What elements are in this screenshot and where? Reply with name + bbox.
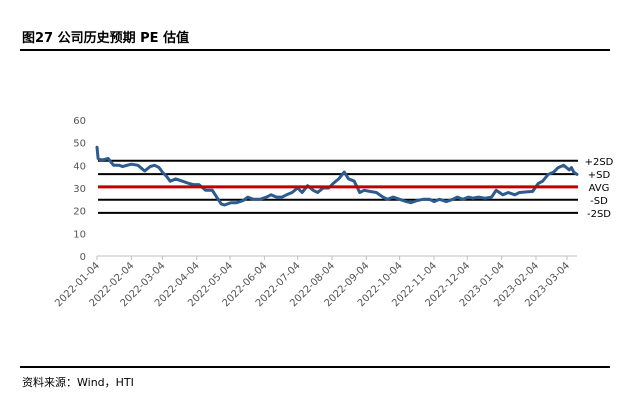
y-tick-label: 10	[73, 229, 86, 240]
source-rule	[20, 366, 610, 368]
reference-label: +SD	[588, 170, 611, 181]
y-tick-label: 0	[80, 252, 86, 263]
source-note: 资料来源：Wind，HTI	[22, 376, 134, 389]
y-tick-label: 50	[73, 139, 86, 150]
reference-label: +2SD	[585, 157, 614, 168]
reference-label: -2SD	[587, 209, 611, 220]
y-tick-label: 60	[73, 116, 86, 127]
reference-label: AVG	[589, 183, 610, 194]
y-tick-label: 20	[73, 207, 86, 218]
reference-label: -SD	[590, 196, 608, 207]
y-tick-label: 30	[73, 184, 86, 195]
chart-title: 图27 公司历史预期 PE 估值	[22, 31, 190, 46]
y-tick-label: 40	[73, 161, 86, 172]
title-rule	[20, 49, 610, 51]
pe-series-line	[95, 145, 579, 207]
